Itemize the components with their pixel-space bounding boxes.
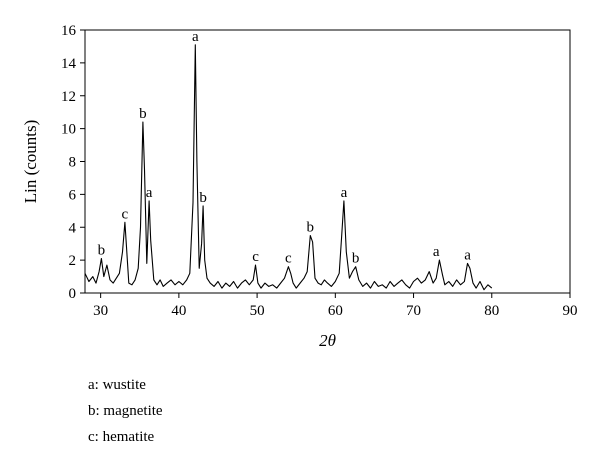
legend-item-magnetite: b: magnetite bbox=[88, 403, 163, 419]
peak-label: b bbox=[98, 242, 106, 258]
series-line bbox=[84, 44, 493, 291]
peak-label: b bbox=[307, 219, 315, 235]
peak-label: c bbox=[285, 251, 292, 267]
peak-label: c bbox=[252, 249, 259, 265]
x-tick-label: 40 bbox=[171, 303, 186, 319]
plot-frame bbox=[84, 29, 571, 294]
peak-label: a bbox=[146, 185, 153, 201]
peak-label: a bbox=[192, 29, 199, 45]
x-tick-label: 90 bbox=[563, 303, 578, 319]
peak-label: a bbox=[433, 244, 440, 260]
legend: a: wustite b: magnetite c: hematite bbox=[88, 372, 163, 450]
peak-label: b bbox=[139, 106, 147, 122]
x-axis-label: 2θ bbox=[319, 331, 336, 350]
legend-item-hematite: c: hematite bbox=[88, 429, 155, 445]
y-tick-label: 6 bbox=[69, 187, 77, 203]
x-tick-label: 70 bbox=[406, 303, 421, 319]
legend-item-wustite: a: wustite bbox=[88, 377, 146, 393]
y-tick-label: 8 bbox=[69, 155, 77, 171]
x-tick-label: 80 bbox=[484, 303, 499, 319]
peak-label: a bbox=[341, 185, 348, 201]
y-tick-label: 14 bbox=[61, 56, 77, 72]
peak-label: b bbox=[199, 190, 207, 206]
x-tick-label: 50 bbox=[250, 303, 265, 319]
peak-label: b bbox=[352, 251, 360, 267]
y-tick-label: 12 bbox=[61, 89, 76, 105]
peak-label: c bbox=[122, 206, 129, 222]
y-tick-label: 10 bbox=[61, 122, 76, 138]
y-tick-label: 16 bbox=[61, 23, 77, 39]
y-tick-label: 4 bbox=[69, 220, 77, 236]
x-tick-label: 60 bbox=[328, 303, 343, 319]
y-tick-label: 0 bbox=[69, 286, 77, 302]
peak-label: a bbox=[464, 247, 471, 263]
x-tick-label: 30 bbox=[93, 303, 108, 319]
y-axis-label: Lin (counts) bbox=[21, 120, 40, 204]
y-tick-label: 2 bbox=[69, 253, 77, 269]
